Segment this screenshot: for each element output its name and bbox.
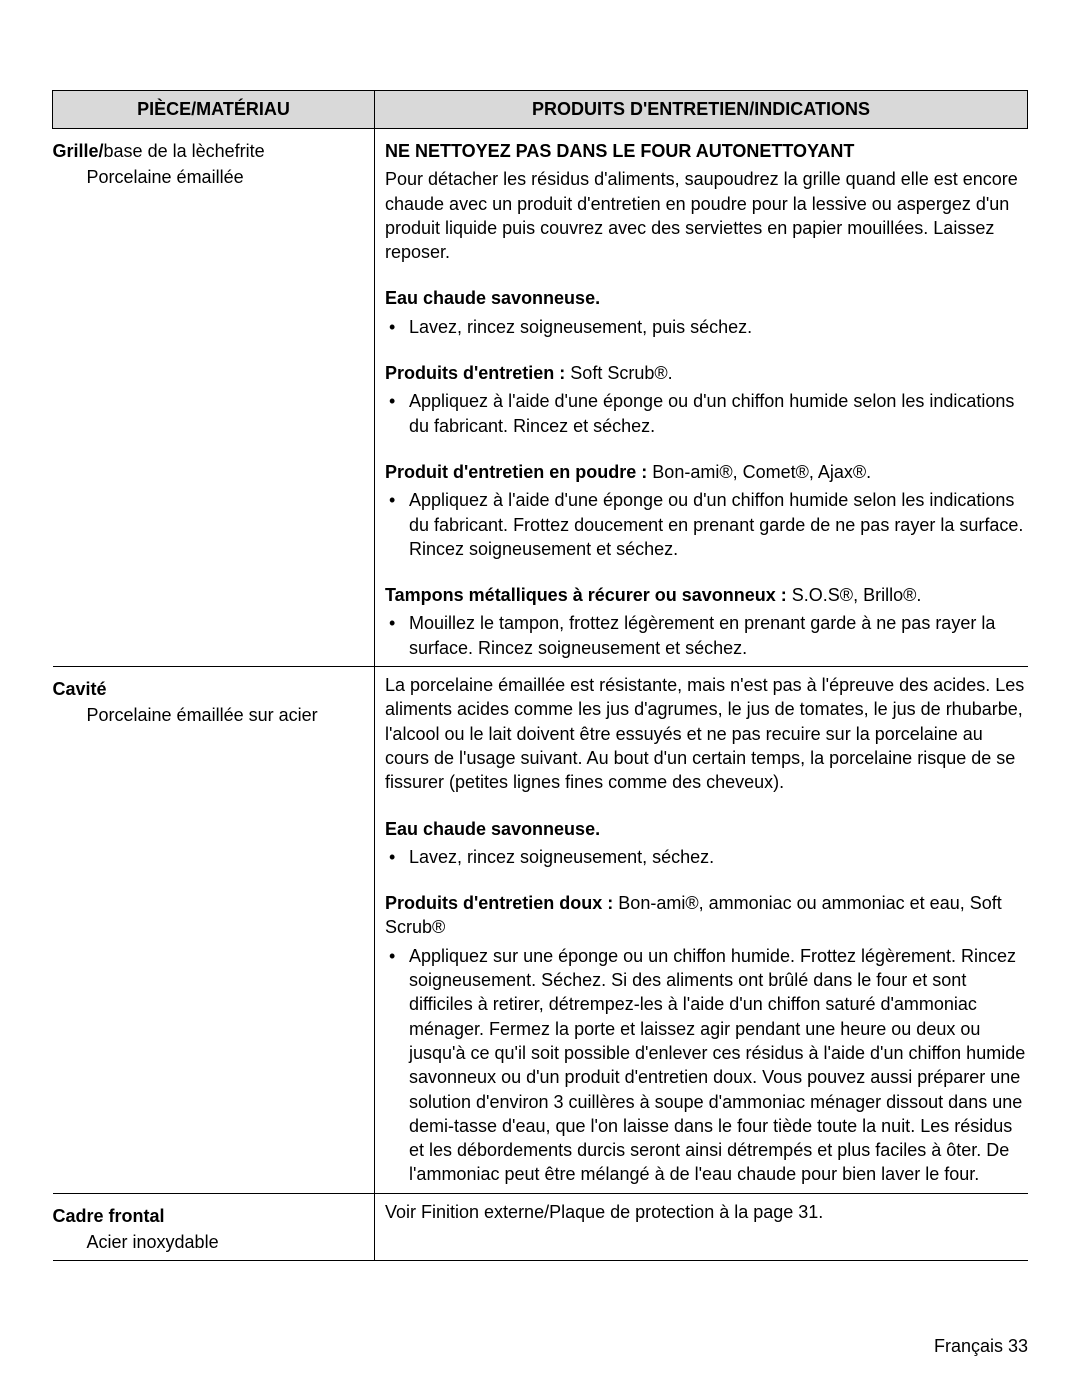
subhead-bold: Produits d'entretien doux :	[385, 893, 618, 913]
bullet-item: Mouillez le tampon, frottez légèrement e…	[409, 611, 1028, 660]
part-title-bold: Cadre frontal	[53, 1206, 165, 1226]
bullet-item: Appliquez à l'aide d'une éponge ou d'un …	[409, 389, 1028, 438]
subhead-normal: Bon-ami®, Comet®, Ajax®.	[652, 462, 871, 482]
bullet-item: Lavez, rincez soigneusement, séchez.	[409, 845, 1028, 869]
subhead: Produits d'entretien : Soft Scrub®.	[385, 361, 1028, 385]
subhead: Eau chaude savonneuse.	[385, 286, 1028, 310]
subhead-normal: Soft Scrub®.	[570, 363, 672, 383]
subhead: Produits d'entretien doux : Bon-ami®, am…	[385, 891, 1028, 940]
instruction-text: Voir Finition externe/Plaque de protecti…	[385, 1200, 1028, 1224]
header-products: PRODUITS D'ENTRETIEN/INDICATIONS	[375, 91, 1028, 129]
subhead: Eau chaude savonneuse.	[385, 817, 1028, 841]
part-material: Porcelaine émaillée sur acier	[87, 703, 365, 727]
bullet-item: Appliquez à l'aide d'une éponge ou d'un …	[409, 488, 1028, 561]
subhead-normal: S.O.S®, Brillo®.	[792, 585, 922, 605]
cleaning-table: PIÈCE/MATÉRIAU PRODUITS D'ENTRETIEN/INDI…	[52, 90, 1028, 1261]
instruction-text: La porcelaine émaillée est résistante, m…	[385, 673, 1028, 794]
bullet-item: Appliquez sur une éponge ou un chiffon h…	[409, 944, 1028, 1187]
header-part: PIÈCE/MATÉRIAU	[53, 91, 375, 129]
part-title: Cadre frontal	[53, 1204, 365, 1228]
part-title: Grille/base de la lèchefrite	[53, 139, 365, 163]
subhead-bold: Produit d'entretien en poudre :	[385, 462, 652, 482]
warning-text: NE NETTOYEZ PAS DANS LE FOUR AUTONETTOYA…	[385, 139, 1028, 163]
bullet-item: Lavez, rincez soigneusement, puis séchez…	[409, 315, 1028, 339]
part-title-rest: base de la lèchefrite	[104, 141, 265, 161]
subhead-bold: Produits d'entretien :	[385, 363, 570, 383]
part-title: Cavité	[53, 677, 365, 701]
part-title-bold: Grille/	[53, 141, 104, 161]
part-material: Acier inoxydable	[87, 1230, 365, 1254]
subhead-bold: Tampons métalliques à récurer ou savonne…	[385, 585, 792, 605]
part-material: Porcelaine émaillée	[87, 165, 365, 189]
subhead: Produit d'entretien en poudre : Bon-ami®…	[385, 460, 1028, 484]
page-footer: Français 33	[934, 1336, 1028, 1357]
subhead: Tampons métalliques à récurer ou savonne…	[385, 583, 1028, 607]
instruction-text: Pour détacher les résidus d'aliments, sa…	[385, 167, 1028, 264]
part-title-bold: Cavité	[53, 679, 107, 699]
